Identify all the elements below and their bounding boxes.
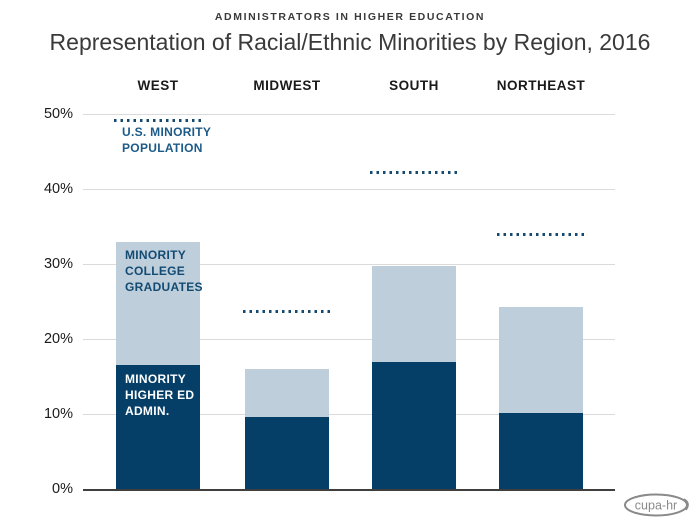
admin-label-line2: HIGHER ED	[125, 387, 195, 402]
bar-group-south	[370, 114, 461, 489]
bar-higher-ed-admin-midwest	[245, 417, 329, 489]
population-dotted-line-west: U.S. MINORITY POPULATION	[114, 119, 211, 155]
admin-label-line3: ADMIN.	[125, 403, 170, 418]
y-axis: 50% 40% 30% 20% 10% 0%	[0, 106, 73, 497]
y-tick-40: 40%	[43, 181, 73, 197]
college-label-line2: COLLEGE	[125, 263, 186, 278]
gridline-40	[83, 189, 615, 190]
admin-label-line1: MINORITY	[125, 371, 187, 386]
y-tick-30: 30%	[43, 256, 73, 272]
bar-higher-ed-admin-south	[372, 361, 456, 489]
college-label-line3: GRADUATES	[125, 279, 203, 294]
y-tick-0: 0%	[52, 481, 73, 497]
gridline-50	[83, 114, 615, 115]
gridline-10	[83, 414, 615, 415]
y-tick-20: 20%	[43, 331, 73, 347]
college-label-line1: MINORITY	[125, 247, 187, 262]
y-tick-50: 50%	[43, 106, 73, 122]
column-header-west: WEST	[137, 78, 179, 93]
bar-stack-midwest	[245, 369, 329, 489]
bar-college-grads-midwest	[245, 369, 329, 417]
column-header-south: SOUTH	[389, 78, 439, 93]
population-label-line1: U.S. MINORITY	[122, 125, 212, 139]
logo-ellipse	[624, 493, 688, 517]
chart-eyebrow: ADMINISTRATORS IN HIGHER EDUCATION	[214, 11, 486, 23]
gridline-30	[83, 264, 615, 265]
bar-group-west: U.S. MINORITY POPULATION MINORITY COLLEG…	[114, 114, 211, 489]
plot-area: U.S. MINORITY POPULATION MINORITY COLLEG…	[83, 114, 615, 491]
page-title: Representation of Racial/Ethnic Minoriti…	[49, 29, 651, 55]
population-legend-label: U.S. MINORITY POPULATION	[122, 124, 232, 156]
logo-text: cupa-hr	[635, 499, 677, 513]
college-grads-legend-label: MINORITY COLLEGE GRADUATES	[116, 242, 203, 295]
gridline-20	[83, 339, 615, 340]
bar-stack-west: MINORITY COLLEGE GRADUATES MINORITY HIGH…	[116, 241, 203, 489]
population-dotted-line-northeast	[497, 233, 588, 236]
bar-college-grads-northeast	[499, 306, 583, 413]
column-header-midwest: MIDWEST	[253, 78, 321, 93]
bar-higher-ed-admin-northeast	[499, 412, 583, 489]
cupa-hr-logo: cupa-hr	[624, 493, 689, 517]
bar-higher-ed-admin-west: MINORITY HIGHER ED ADMIN.	[116, 364, 200, 489]
population-label-line2: POPULATION	[122, 141, 203, 155]
population-dotted-line-south	[370, 170, 461, 174]
bar-stack-northeast	[499, 306, 583, 489]
population-dotted-line-midwest	[243, 310, 334, 314]
bar-college-grads-west: MINORITY COLLEGE GRADUATES	[116, 241, 203, 365]
bar-stack-south	[372, 265, 456, 489]
bar-college-grads-south	[372, 265, 456, 362]
column-header-northeast: NORTHEAST	[496, 78, 586, 93]
bar-group-northeast	[497, 114, 588, 489]
bar-group-midwest	[243, 114, 334, 489]
logo-swoosh	[683, 498, 689, 511]
y-tick-10: 10%	[43, 406, 73, 422]
admin-legend-label: MINORITY HIGHER ED ADMIN.	[116, 365, 194, 419]
